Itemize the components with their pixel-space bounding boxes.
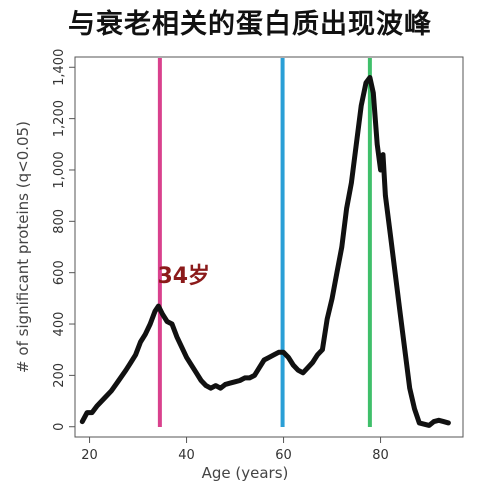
x-tick-label: 20 [81, 448, 98, 463]
y-tick-label: 600 [52, 260, 67, 285]
y-tick-label: 400 [52, 312, 67, 337]
y-ticks: 0 200 400 600 800 1,000 1,200 1,400 [52, 49, 75, 431]
x-tick-label: 40 [178, 448, 195, 463]
y-tick-label: 1,200 [52, 100, 67, 137]
y-tick-label: 200 [52, 363, 67, 388]
x-axis-title: Age (years) [202, 464, 289, 482]
plot-frame [74, 56, 464, 438]
y-tick-label: 1,000 [52, 151, 67, 188]
series-line-1 [79, 75, 451, 428]
annotations: 34岁 [157, 263, 210, 289]
x-tick-label: 60 [275, 448, 292, 463]
y-tick-label: 1,400 [52, 49, 67, 86]
x-tick-label: 80 [372, 448, 389, 463]
reference-lines [157, 58, 372, 427]
y-axis-title: # of significant proteins (q<0.05) [14, 121, 32, 373]
series-layer [79, 75, 451, 428]
y-tick-label: 0 [52, 423, 67, 431]
peak-annotation: 34岁 [157, 263, 210, 289]
y-tick-label: 800 [52, 209, 67, 234]
x-ticks: 20 40 60 80 [81, 437, 389, 463]
chart-title: 与衰老相关的蛋白质出现波峰 [68, 9, 432, 40]
